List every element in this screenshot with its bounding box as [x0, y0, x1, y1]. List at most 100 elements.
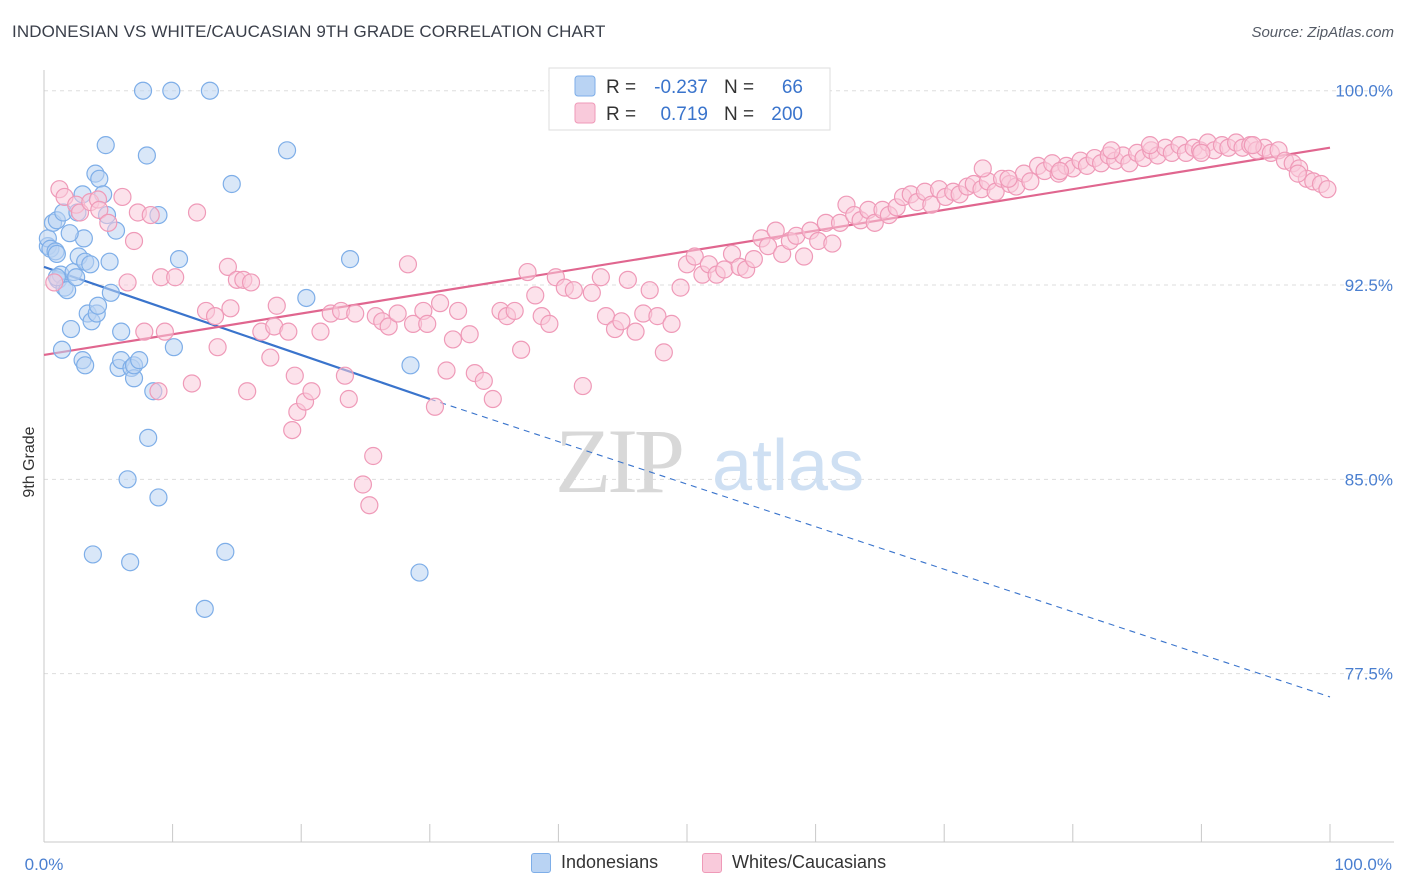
data-point	[283, 420, 302, 440]
data-point	[241, 273, 261, 292]
legend-label-whites: Whites/Caucasians	[732, 852, 887, 872]
data-point	[1288, 164, 1307, 183]
data-point	[410, 563, 429, 582]
series-pink	[45, 133, 1337, 515]
data-point	[81, 255, 100, 274]
legend-swatch-whites	[702, 852, 722, 873]
data-point	[654, 343, 673, 362]
data-point	[618, 270, 637, 289]
data-point	[208, 338, 227, 357]
data-point	[221, 299, 240, 318]
data-point	[335, 366, 355, 385]
watermark: ZIP atlas	[555, 410, 864, 512]
data-point	[526, 286, 545, 305]
data-point	[626, 322, 645, 341]
data-point	[573, 376, 592, 396]
data-point	[267, 296, 286, 315]
data-point	[379, 317, 398, 336]
data-point	[418, 314, 437, 333]
data-point	[340, 250, 360, 269]
data-point	[277, 141, 297, 160]
data-point	[1021, 172, 1040, 191]
series-legend: Indonesians Whites/Caucasians	[0, 852, 1406, 878]
data-point	[141, 205, 160, 225]
data-point	[648, 307, 667, 326]
data-point	[261, 348, 280, 367]
x-tick-label-start: 0.0%	[25, 855, 64, 874]
data-point	[133, 81, 153, 100]
data-point	[474, 371, 493, 390]
data-point	[922, 195, 941, 214]
data-point	[1318, 180, 1337, 199]
watermark-zip: ZIP	[555, 410, 682, 512]
data-point	[135, 322, 154, 341]
data-point	[205, 307, 225, 326]
data-point	[187, 203, 207, 222]
legend-item-indonesians: Indonesians	[531, 852, 658, 873]
data-point	[591, 268, 610, 287]
data-point	[47, 244, 66, 264]
data-point	[169, 250, 189, 269]
data-point	[823, 234, 842, 253]
data-point	[302, 382, 321, 401]
data-point	[353, 475, 373, 494]
data-point	[297, 288, 316, 308]
y-tick-label: 77.5%	[1345, 665, 1393, 684]
data-point	[398, 255, 418, 274]
data-point	[162, 81, 181, 100]
y-axis-title: 9th Grade	[21, 426, 38, 497]
data-point	[76, 356, 95, 375]
trend-line-blue-extrapolated	[429, 398, 1331, 698]
legend-swatch-pink	[574, 102, 596, 124]
data-point	[124, 231, 144, 251]
x-tick-label-end: 100.0%	[1334, 855, 1392, 874]
data-point	[112, 322, 131, 341]
y-tick-label: 100.0%	[1335, 82, 1393, 101]
data-point	[744, 250, 763, 269]
data-point	[1102, 141, 1121, 160]
legend-label-indonesians: Indonesians	[561, 852, 659, 872]
data-point	[640, 281, 659, 300]
legend-r-value-2: 0.719	[660, 104, 708, 125]
data-point	[100, 252, 119, 271]
data-point	[339, 389, 358, 409]
data-point	[311, 322, 330, 341]
series-blue	[38, 81, 429, 618]
data-point	[715, 260, 734, 279]
data-point	[999, 169, 1018, 188]
legend-item-whites: Whites/Caucasians	[702, 852, 886, 873]
data-point	[45, 273, 64, 292]
data-point	[564, 281, 583, 300]
data-point	[483, 389, 502, 409]
data-point	[443, 330, 463, 349]
tick-labels: 100.0% 92.5% 85.0% 77.5% 0.0% 100.0%	[25, 82, 1393, 874]
data-point	[149, 488, 168, 507]
chart-title: INDONESIAN VS WHITE/CAUCASIAN 9TH GRADE …	[12, 22, 606, 41]
data-point	[195, 599, 214, 618]
data-point	[758, 237, 778, 256]
data-point	[518, 262, 537, 282]
data-point	[218, 257, 237, 276]
watermark-atlas: atlas	[712, 426, 864, 506]
data-point	[164, 338, 183, 357]
data-point	[1243, 136, 1262, 155]
data-point	[448, 301, 468, 321]
legend-r-label-2: R =	[606, 104, 636, 125]
legend-n-value-1: 66	[782, 77, 803, 98]
chart-source: Source: ZipAtlas.com	[1251, 24, 1394, 41]
legend-n-value-2: 200	[771, 104, 803, 125]
legend-r-label-1: R =	[606, 77, 636, 98]
data-point	[83, 545, 102, 564]
data-point	[346, 304, 365, 323]
data-point	[88, 296, 108, 315]
data-point	[360, 496, 379, 515]
data-point	[113, 187, 132, 207]
data-point	[973, 159, 992, 178]
data-point	[118, 273, 137, 292]
data-point	[52, 340, 72, 359]
data-point	[582, 283, 601, 302]
legend-r-value-1: -0.237	[654, 77, 708, 98]
trend-lines	[43, 146, 1331, 698]
data-point	[99, 213, 118, 232]
